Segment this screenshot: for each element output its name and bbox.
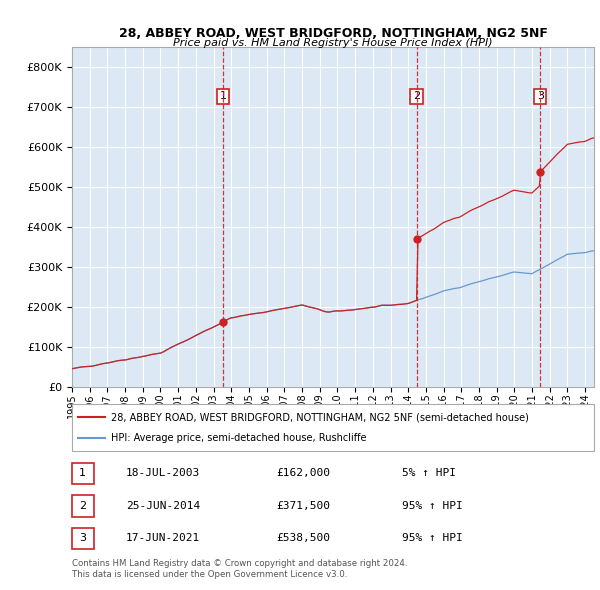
Text: 25-JUN-2014: 25-JUN-2014 [126, 501, 200, 511]
Text: Contains HM Land Registry data © Crown copyright and database right 2024.: Contains HM Land Registry data © Crown c… [72, 559, 407, 568]
Text: 17-JUN-2021: 17-JUN-2021 [126, 533, 200, 543]
Text: Price paid vs. HM Land Registry's House Price Index (HPI): Price paid vs. HM Land Registry's House … [173, 38, 493, 48]
Text: 18-JUL-2003: 18-JUL-2003 [126, 468, 200, 478]
Text: 2: 2 [413, 91, 420, 101]
Text: 28, ABBEY ROAD, WEST BRIDGFORD, NOTTINGHAM, NG2 5NF (semi-detached house): 28, ABBEY ROAD, WEST BRIDGFORD, NOTTINGH… [111, 412, 529, 422]
Text: 1: 1 [79, 468, 86, 478]
Text: 95% ↑ HPI: 95% ↑ HPI [402, 533, 463, 543]
Text: £371,500: £371,500 [276, 501, 330, 511]
Text: 28, ABBEY ROAD, WEST BRIDGFORD, NOTTINGHAM, NG2 5NF: 28, ABBEY ROAD, WEST BRIDGFORD, NOTTINGH… [119, 27, 547, 40]
Text: 95% ↑ HPI: 95% ↑ HPI [402, 501, 463, 511]
Text: HPI: Average price, semi-detached house, Rushcliffe: HPI: Average price, semi-detached house,… [111, 433, 367, 443]
Text: This data is licensed under the Open Government Licence v3.0.: This data is licensed under the Open Gov… [72, 571, 347, 579]
Text: 1: 1 [220, 91, 227, 101]
Text: 3: 3 [537, 91, 544, 101]
Text: £538,500: £538,500 [276, 533, 330, 543]
Text: 5% ↑ HPI: 5% ↑ HPI [402, 468, 456, 478]
Text: £162,000: £162,000 [276, 468, 330, 478]
Text: 3: 3 [79, 533, 86, 543]
Text: 2: 2 [79, 501, 86, 511]
